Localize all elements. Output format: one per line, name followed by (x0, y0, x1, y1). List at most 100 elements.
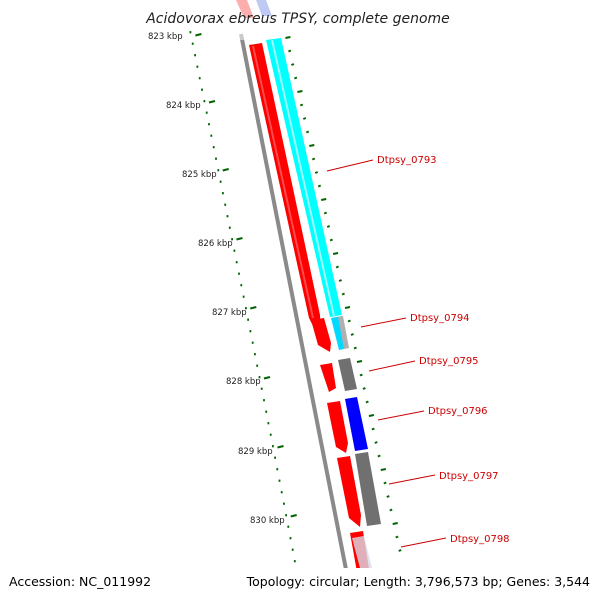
red-cds-0794 (311, 318, 331, 352)
scale-dot (238, 272, 240, 275)
right-track-dash (389, 508, 393, 512)
right-track-dash (335, 265, 339, 269)
scale-dot (228, 226, 231, 229)
right-track-dash (338, 279, 342, 282)
scale-dot (289, 537, 292, 540)
gene-label-0795: Dtpsy_0795 (419, 356, 479, 367)
scale-dot (274, 456, 276, 459)
scale-tick-major (195, 33, 202, 37)
right-track-dash (302, 117, 307, 120)
scale-dot (278, 479, 281, 482)
leader-line-0798 (400, 537, 447, 548)
scale-dot (293, 560, 296, 563)
cyan-feature-highlight (271, 39, 335, 317)
right-track-dash (371, 427, 375, 431)
scale-dot (189, 31, 192, 34)
right-track-dash (377, 454, 381, 458)
scale-dot (251, 341, 254, 344)
scale-dot (267, 422, 270, 425)
gene-label-0793: Dtpsy_0793 (377, 155, 437, 166)
gray-feature-0794 (338, 316, 349, 349)
scale-dot (217, 169, 220, 172)
gene-label-0798: Dtpsy_0798 (450, 534, 510, 545)
scale-tick-major (250, 306, 257, 310)
scale-tick-major (222, 168, 229, 172)
map-region: Dtpsy_0793 Dtpsy_0794 Dtpsy_0795 Dtpsy_0… (148, 0, 510, 568)
right-track-dash (332, 252, 339, 255)
scale-dot (203, 100, 206, 103)
scale-dot (198, 77, 201, 80)
right-track-dash (365, 400, 369, 404)
scale-dot (210, 134, 213, 137)
right-track-dash (350, 333, 354, 336)
scale-dot (201, 88, 203, 91)
scale-dot (205, 111, 208, 114)
gene-label-0796: Dtpsy_0796 (428, 406, 488, 417)
red-cds-0797 (337, 456, 361, 527)
scale-dot (249, 330, 252, 333)
scale-dot (276, 468, 279, 471)
right-track-dash (309, 144, 315, 147)
scale-track-dots (189, 31, 296, 563)
blue-feature-0796 (345, 397, 368, 451)
right-track-dash (288, 49, 292, 53)
red-cds-0796 (327, 401, 348, 453)
tick-label-823: 823 kbp (148, 32, 183, 42)
tick-label-826: 826 kbp (198, 239, 233, 249)
scale-dot (260, 387, 263, 390)
scale-dot (256, 364, 259, 367)
right-track-dash (398, 549, 402, 552)
scale-ticks (195, 33, 297, 518)
gene-label-0794: Dtpsy_0794 (410, 313, 470, 324)
scale-dot (245, 307, 247, 310)
right-track-dash (323, 211, 328, 215)
map-title: Acidovorax ebreus TPSY, complete genome (145, 11, 450, 27)
right-track-dash (299, 103, 304, 107)
scale-dot (233, 249, 236, 252)
scale-tick-major (290, 514, 297, 518)
right-track-dash (374, 441, 378, 444)
scale-dot (287, 525, 290, 528)
right-track-dash (353, 346, 357, 350)
scale-dot (280, 491, 283, 494)
leader-line-0794 (360, 317, 407, 328)
scale-dot (196, 65, 199, 68)
scale-dot (242, 295, 245, 298)
right-track-dash (291, 63, 295, 66)
gene-label-lines (326, 159, 447, 548)
scale-dot (258, 376, 261, 379)
right-track-dash (341, 292, 345, 296)
gray-feature-0795 (338, 358, 357, 391)
scale-dot (235, 261, 238, 264)
right-track-dash (285, 36, 291, 39)
leader-line-0795 (368, 360, 416, 372)
right-track-dash (383, 481, 387, 485)
scale-dot (212, 146, 215, 149)
gene-label-0797: Dtpsy_0797 (439, 471, 499, 482)
right-track-dash (329, 238, 333, 242)
scale-tick-major (236, 237, 243, 241)
genome-summary-text: Topology: circular; Length: 3,796,573 bp… (246, 574, 590, 589)
scale-dot (194, 54, 196, 57)
scale-dot (215, 157, 217, 160)
scale-dot (219, 180, 222, 183)
feature-top-fade (225, 0, 285, 40)
tick-label-828: 828 kbp (226, 377, 261, 387)
right-track-dash (395, 535, 399, 539)
scale-dot (254, 353, 256, 356)
tick-label-825: 825 kbp (182, 170, 217, 180)
tick-label-829: 829 kbp (238, 447, 273, 457)
right-track-dash (317, 184, 322, 188)
scale-tick-major (208, 100, 216, 104)
leader-line-0796 (377, 410, 425, 421)
right-dashed-track (285, 36, 402, 552)
right-track-dash (344, 306, 351, 309)
scale-dot (191, 42, 194, 45)
right-track-dash (294, 76, 298, 80)
right-track-dash (392, 522, 398, 525)
scale-tick-major (277, 445, 284, 449)
red-cds-0795 (320, 363, 336, 392)
scale-dot (291, 548, 294, 551)
scale-dot (283, 502, 285, 505)
